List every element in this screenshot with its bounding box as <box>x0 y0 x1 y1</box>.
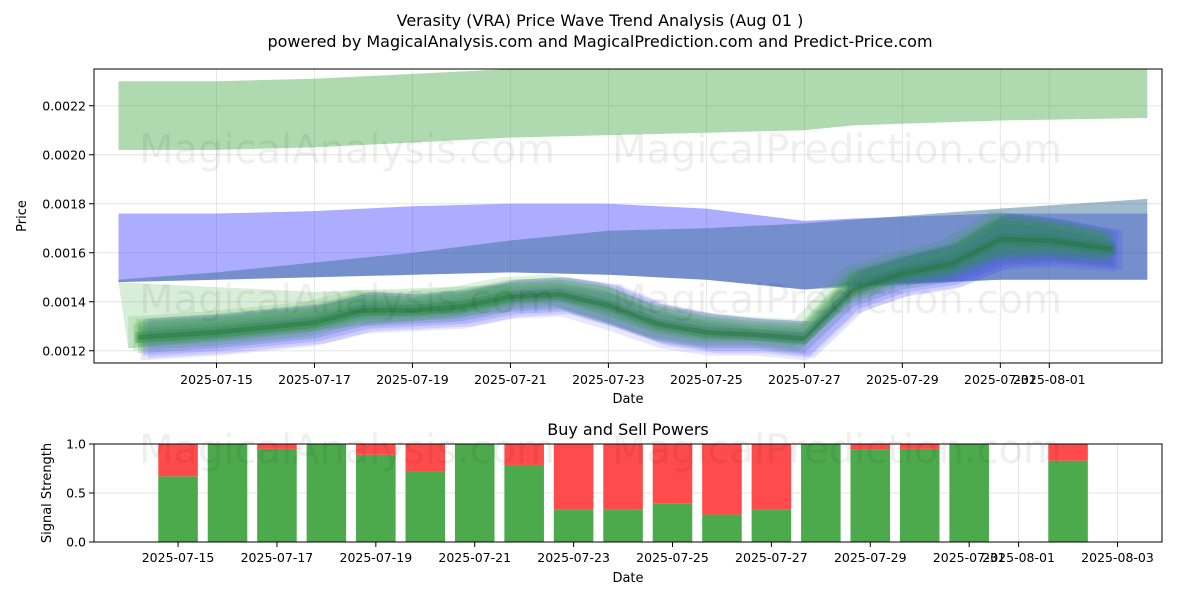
signal-bars <box>158 444 1088 542</box>
buy-bar-8 <box>553 509 594 542</box>
price-x-tick-label-9: 2025-08-01 <box>1013 372 1086 387</box>
sell-bar-4 <box>356 444 396 455</box>
price-wave-layer-6 <box>140 223 1116 361</box>
buy-bar-10 <box>652 503 693 542</box>
sell-bar-15 <box>899 444 940 449</box>
price-y-tick-label-4: 0.0020 <box>42 147 86 162</box>
price-wave-layer-1 <box>142 213 1118 356</box>
buy-bar-14 <box>850 449 891 542</box>
signal-y-ticks: 0.0 0.5 1.0 <box>66 437 94 550</box>
price-wave-layer-2 <box>133 218 1109 351</box>
signal-x-tick-label-5: 2025-07-25 <box>636 550 709 565</box>
sell-bar-12 <box>751 444 792 510</box>
price-x-tick-label-7: 2025-07-29 <box>866 372 939 387</box>
price-band-2 <box>118 198 1148 290</box>
price-x-tick-label-3: 2025-07-21 <box>474 372 547 387</box>
price-y-tick-label-2: 0.0016 <box>42 245 86 260</box>
sell-bar-11 <box>702 444 742 515</box>
price-wave-layer-4 <box>128 211 1104 349</box>
buy-bar-4 <box>356 454 396 542</box>
signal-y-tick-label-1: 0.5 <box>66 486 86 501</box>
price-x-label: Date <box>612 392 643 407</box>
price-y-tick-label-0: 0.0012 <box>42 343 86 358</box>
price-series-layer <box>118 69 1148 361</box>
sell-bar-7 <box>504 444 544 466</box>
signal-x-tick-label-10: 2025-08-03 <box>1081 550 1154 565</box>
buy-bar-15 <box>899 448 940 542</box>
signal-x-tick-label-0: 2025-07-15 <box>142 550 215 565</box>
price-y-tick-label-1: 0.0014 <box>42 294 86 309</box>
buy-bar-13 <box>801 444 841 542</box>
price-y-ticks: 0.0012 0.0014 0.0016 0.0018 0.0020 0.0022 <box>42 98 94 358</box>
price-band-1 <box>118 203 1148 290</box>
signal-y-label: Signal Strength <box>40 443 55 543</box>
buy-bar-1 <box>207 444 248 542</box>
price-y-label: Price <box>15 200 30 232</box>
price-band-0 <box>118 69 1148 150</box>
signal-y-tick-label-2: 1.0 <box>66 437 86 452</box>
signal-x-tick-label-9: 2025-08-01 <box>982 550 1055 565</box>
price-x-ticks: 2025-07-15 2025-07-17 2025-07-19 2025-07-21… <box>180 363 1086 387</box>
buy-bar-12 <box>751 509 792 542</box>
price-wave-layer-5 <box>138 220 1114 346</box>
sell-bar-0 <box>158 444 198 477</box>
buy-bar-11 <box>702 514 742 542</box>
watermark-prediction-top: MagicalPrediction.com <box>612 127 1062 173</box>
signal-x-tick-label-6: 2025-07-27 <box>735 550 808 565</box>
watermark-prediction-mid: MagicalPrediction.com <box>612 277 1062 323</box>
watermark-analysis-top: MagicalAnalysis.com <box>139 127 555 173</box>
signal-x-tick-label-1: 2025-07-17 <box>241 550 314 565</box>
price-wave-core <box>135 233 1117 345</box>
signal-x-label: Date <box>612 571 643 586</box>
price-x-tick-label-5: 2025-07-25 <box>670 372 743 387</box>
buy-bar-5 <box>405 471 446 542</box>
price-band-wash <box>118 282 511 349</box>
buy-bar-2 <box>257 448 297 542</box>
watermark-prediction-bottom: MagicalPrediction.com <box>612 427 1062 473</box>
price-x-tick-label-1: 2025-07-17 <box>278 372 351 387</box>
price-y-tick-label-3: 0.0018 <box>42 196 86 211</box>
signal-title: Buy and Sell Powers <box>547 420 709 439</box>
buy-bar-16 <box>949 444 989 542</box>
chart-title: Verasity (VRA) Price Wave Trend Analysis… <box>397 11 804 30</box>
price-bands <box>118 69 1148 361</box>
sell-bar-17 <box>1048 444 1088 461</box>
price-x-tick-label-0: 2025-07-15 <box>180 372 253 387</box>
chart-subtitle: powered by MagicalAnalysis.com and Magic… <box>267 32 932 51</box>
price-axes-frame <box>93 68 1163 364</box>
sell-bar-5 <box>405 444 446 472</box>
sell-bar-9 <box>603 444 643 510</box>
sell-bar-14 <box>850 444 891 450</box>
buy-bar-3 <box>306 444 347 542</box>
watermark-analysis-mid: MagicalAnalysis.com <box>139 277 555 323</box>
buy-bar-17 <box>1048 460 1088 542</box>
signal-x-ticks: 2025-07-15 2025-07-17 2025-07-19 2025-07-21… <box>142 542 1154 565</box>
buy-bar-9 <box>603 509 643 542</box>
buy-bar-7 <box>504 465 544 542</box>
signal-x-tick-label-4: 2025-07-23 <box>537 550 610 565</box>
price-grid <box>94 69 1162 363</box>
price-x-tick-label-4: 2025-07-23 <box>572 372 645 387</box>
signal-y-tick-label-0: 0.0 <box>66 535 86 550</box>
signal-x-tick-label-3: 2025-07-21 <box>438 550 511 565</box>
price-wave-layer-3 <box>147 213 1123 359</box>
price-x-tick-label-8: 2025-07-31 <box>964 372 1037 387</box>
sell-bar-10 <box>652 444 693 504</box>
signal-x-tick-label-7: 2025-07-29 <box>834 550 907 565</box>
price-x-tick-label-2: 2025-07-19 <box>376 372 449 387</box>
signal-x-tick-label-2: 2025-07-19 <box>340 550 413 565</box>
price-panel: MagicalAnalysis.com MagicalPrediction.co… <box>15 68 1163 407</box>
price-wave-layer-0 <box>138 216 1114 354</box>
buy-bar-0 <box>158 476 198 542</box>
buy-bar-6 <box>454 444 495 542</box>
price-x-tick-label-6: 2025-07-27 <box>768 372 841 387</box>
signal-panel: Buy and Sell Powers MagicalAnalysis.com … <box>40 420 1163 586</box>
sell-bar-8 <box>553 444 594 510</box>
price-y-tick-label-5: 0.0022 <box>42 98 86 113</box>
watermark-analysis-bottom: MagicalAnalysis.com <box>139 427 555 473</box>
signal-x-tick-label-8: 2025-07-31 <box>933 550 1006 565</box>
sell-bar-2 <box>257 444 297 449</box>
